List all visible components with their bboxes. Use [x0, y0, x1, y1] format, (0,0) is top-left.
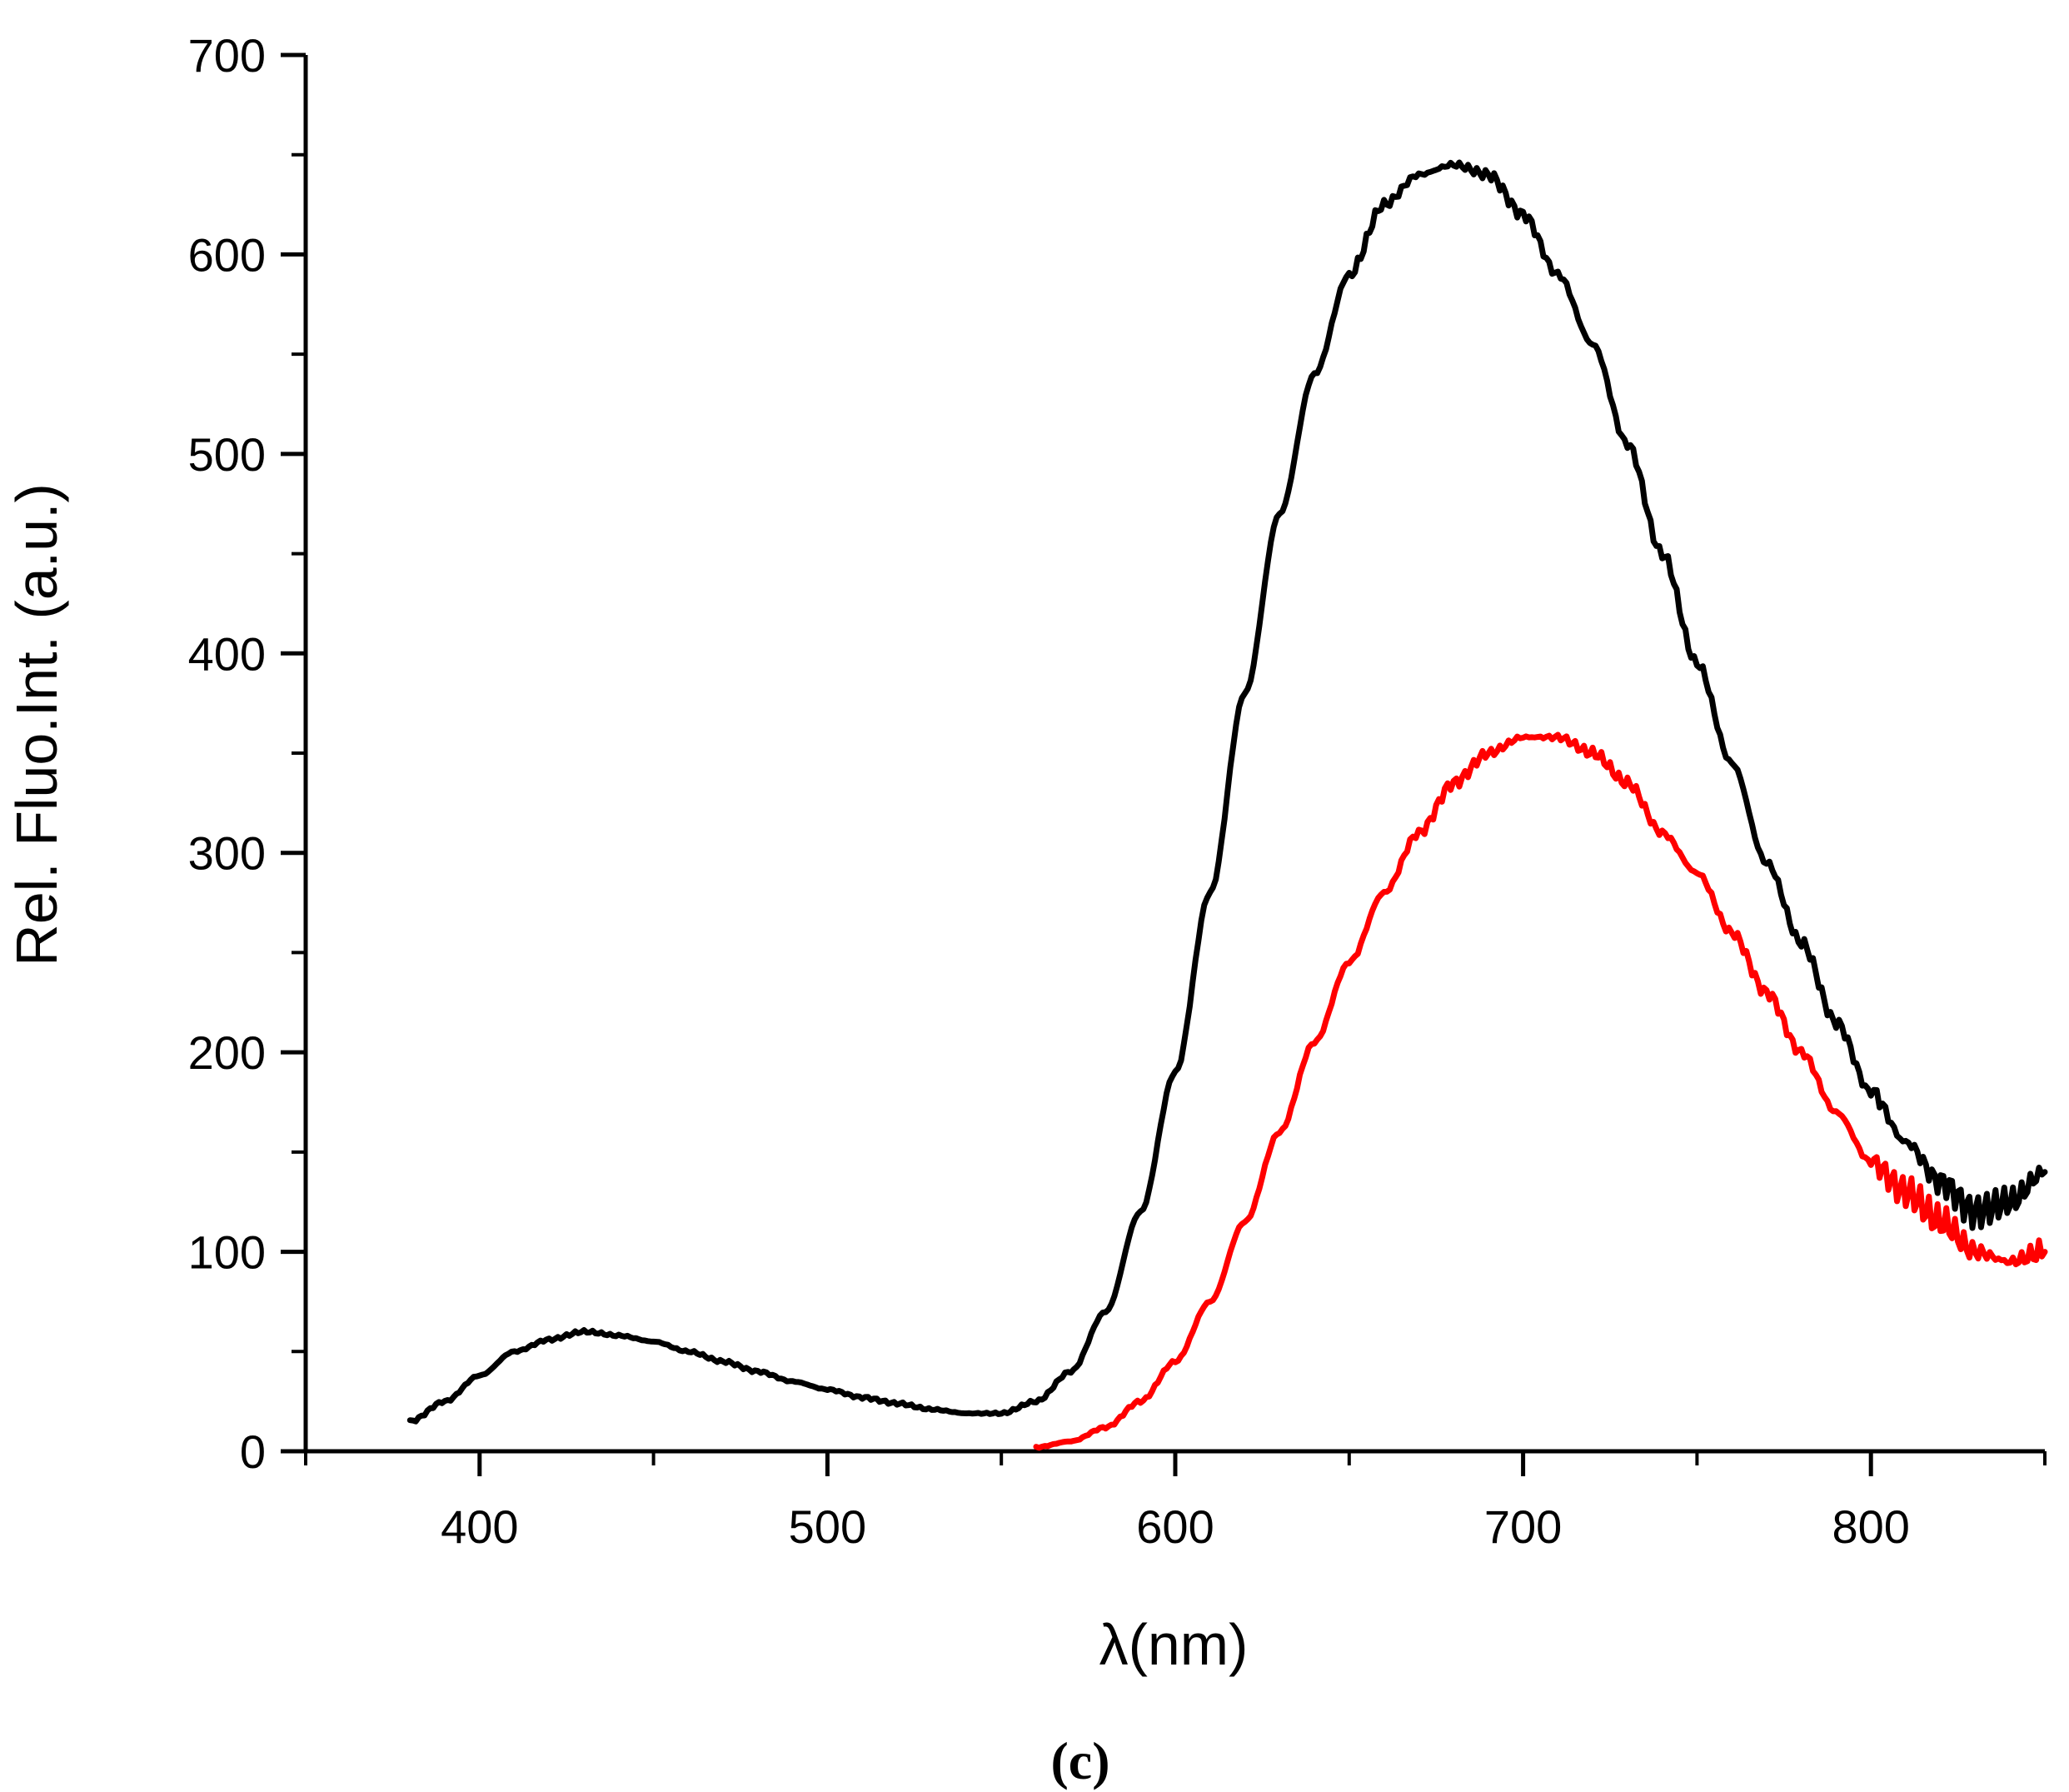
y-tick-label-400: 400: [188, 627, 266, 680]
y-tick-label-0: 0: [240, 1425, 266, 1478]
x-axis: 400 500 600 700 800: [304, 1449, 2047, 1553]
y-axis-title: Rel. Fluo.Int. (a.u.): [4, 483, 69, 966]
x-tick-label-700: 700: [1484, 1500, 1562, 1553]
y-tick-label-500: 500: [188, 428, 266, 481]
x-tick-label-600: 600: [1136, 1500, 1214, 1553]
x-tick-label-800: 800: [1832, 1500, 1909, 1553]
y-tick-label-600: 600: [188, 228, 266, 281]
y-tick-label-700: 700: [188, 29, 266, 82]
panel-label: (c): [1050, 1731, 1109, 1790]
y-tick-label-200: 200: [188, 1026, 266, 1079]
y-tick-label-300: 300: [188, 827, 266, 880]
y-axis: 0 100 200 300 400 500 600 700: [188, 29, 308, 1478]
x-tick-label-400: 400: [441, 1500, 518, 1553]
series-layer: [406, 159, 2048, 1451]
x-tick-label-500: 500: [789, 1500, 866, 1553]
x-axis-title: λ(nm): [1099, 1612, 1249, 1677]
series-line-1: [1033, 731, 2048, 1451]
series-line-0: [406, 159, 2048, 1425]
y-tick-label-100: 100: [188, 1226, 266, 1279]
